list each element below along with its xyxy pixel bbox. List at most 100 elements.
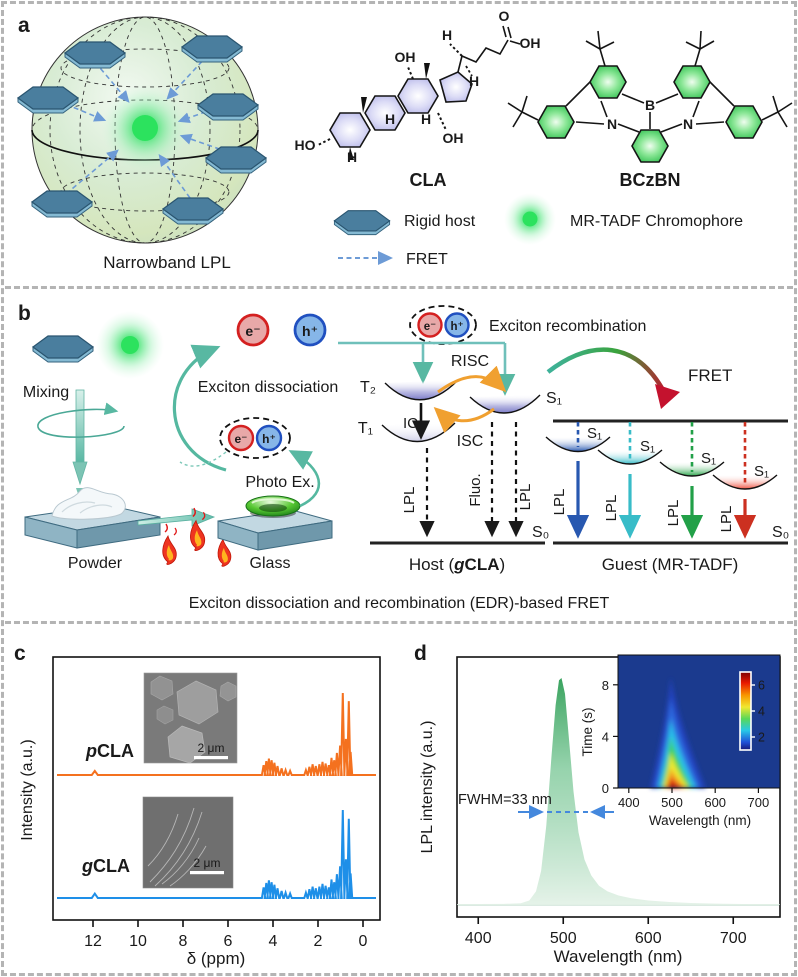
atom-label: H xyxy=(469,73,479,89)
stirring-rod-icon xyxy=(37,389,125,500)
panel-d: d LPL intensity (a.u.) Wavelength (nm) 4… xyxy=(414,642,781,966)
x-tick-label: 600 xyxy=(635,930,662,947)
heatmap-y-axis-label: Time (s) xyxy=(580,708,595,757)
lpl-decay-heatmap-inset: 400 500 600 700 0 4 8 Time (s) Wavelength (nm)… xyxy=(580,654,781,828)
fluo-label: Fluo. xyxy=(467,473,484,506)
fwhm-annotation: FWHM=33 nm xyxy=(458,792,552,808)
electron-label: e⁻ xyxy=(234,432,247,446)
panel-a-label: a xyxy=(18,14,30,37)
glass-slab-icon xyxy=(217,509,333,551)
s0-label: S₀ xyxy=(772,524,789,541)
powder-pile-icon xyxy=(51,487,126,520)
inset-x-tick-label: 500 xyxy=(661,795,683,810)
hexagon-host-icon xyxy=(162,197,224,225)
heatmap-layer xyxy=(668,782,681,788)
sem-inset-gcla: 2 μm xyxy=(142,796,234,889)
atom-label: O xyxy=(499,8,510,24)
x-tick-label: 12 xyxy=(84,933,102,950)
hole-label: h⁺ xyxy=(450,321,463,333)
panel-b-label: b xyxy=(18,302,31,325)
dissociated-pair: e⁻ h⁺ xyxy=(236,313,327,347)
hole-label: h⁺ xyxy=(262,432,276,446)
x-tick-label: 10 xyxy=(129,933,147,950)
ic-label: IC xyxy=(403,415,418,432)
lpl-x-axis-label: Wavelength (nm) xyxy=(554,947,683,966)
sample2-label: gCLA xyxy=(81,856,130,876)
colorbar-ticks: 2 4 6 xyxy=(751,679,765,745)
risc-arrow-icon xyxy=(437,365,507,394)
lpl-label: LPL xyxy=(665,500,682,527)
scalebar-label: 2 μm xyxy=(194,856,221,870)
hexagon-host-icon xyxy=(32,335,94,363)
lpl-label: LPL xyxy=(603,495,620,522)
inset-y-tick-label: 8 xyxy=(602,678,609,693)
panel-b: b Mixing Powder Glass e⁻ xyxy=(18,302,789,612)
heatmap-x-axis-label: Wavelength (nm) xyxy=(649,813,751,828)
s1-label: S₁ xyxy=(754,463,769,480)
x-tick-label: 700 xyxy=(720,930,747,947)
photoexcitation-arrow-icon xyxy=(288,450,321,508)
exciton-dissociation-label: Exciton dissociation xyxy=(198,379,339,396)
sem-inset-pcla: 2 μm xyxy=(143,672,238,764)
hole-icon xyxy=(444,312,470,338)
hexagon-host-icon xyxy=(17,86,79,114)
panel-b-caption: Exciton dissociation and recombination (… xyxy=(189,595,610,612)
nmr-plot-frame xyxy=(52,656,381,921)
s1-label: S₁ xyxy=(546,390,562,407)
atom-label: N xyxy=(607,116,617,132)
atom-label: HO xyxy=(295,137,316,153)
atom-label: OH xyxy=(395,49,416,65)
hole-icon xyxy=(255,424,283,452)
glass-disc-icon xyxy=(245,495,301,518)
sample1-label: pCLA xyxy=(85,741,134,761)
electron-icon xyxy=(227,424,255,452)
host-energy-diagram: T₂ T₁ S₁ IC RISC ISC LPL Fluo. LPL S₀ Ho… xyxy=(358,353,562,574)
lpl-label: LPL xyxy=(517,484,534,511)
chromophore-core-icon xyxy=(522,211,538,227)
legend-host-label: Rigid host xyxy=(404,213,476,230)
nmr-x-ticks: 12 10 8 6 4 2 0 xyxy=(84,920,368,950)
hexagon-host-icon xyxy=(205,146,267,174)
legend-fret-label: FRET xyxy=(406,251,448,268)
electron-label: e⁻ xyxy=(424,321,436,333)
hexagon-host-icon xyxy=(197,93,259,121)
powder-label: Powder xyxy=(68,555,123,572)
chromophore-core-icon xyxy=(121,336,139,354)
legend-chromophore-label: MR-TADF Chromophore xyxy=(570,213,743,230)
atom-label: H xyxy=(385,111,395,127)
heatmap-ticks: 400 500 600 700 0 4 8 xyxy=(602,678,769,810)
panel-separator-bc xyxy=(5,621,793,624)
isc-arrow-icon xyxy=(433,406,495,434)
guest-label: Guest (MR-TADF) xyxy=(602,555,739,574)
mol1-name: CLA xyxy=(410,170,447,190)
hexagon-host-icon xyxy=(333,210,391,236)
colorbar-tick-label: 6 xyxy=(758,679,765,693)
lpl-label: LPL xyxy=(551,489,568,516)
x-tick-label: 400 xyxy=(465,930,492,947)
nmr-trace-gcla xyxy=(57,809,376,899)
heatmap-area xyxy=(617,654,781,789)
panel-c-label: c xyxy=(14,642,26,665)
atom-label: N xyxy=(683,116,693,132)
fret-label: FRET xyxy=(688,366,732,385)
panel-d-label: d xyxy=(414,642,427,665)
recombined-pair: e⁻ h⁺ xyxy=(409,305,477,345)
nmr-trace-pcla xyxy=(57,692,376,776)
guest-energy-diagram: S₁ S₁ S₁ S₁ LPL LPL LPL LPL S₀ Guest (MR… xyxy=(545,419,789,574)
host-label: Host (gCLA) xyxy=(409,555,505,574)
mol2-name: BCzBN xyxy=(620,170,681,190)
atom-label: H xyxy=(442,27,452,43)
photo-ex-label: Photo Ex. xyxy=(245,474,314,491)
lpl-y-axis-label: LPL intensity (a.u.) xyxy=(419,721,436,854)
hexagon-host-icon xyxy=(181,35,243,63)
hole-icon xyxy=(293,313,327,347)
electron-icon xyxy=(236,313,270,347)
photoexcited-pair: e⁻ h⁺ xyxy=(219,417,291,459)
dissociation-arrow-icon xyxy=(172,344,227,472)
cla-structure xyxy=(317,25,521,160)
heatmap-flame xyxy=(650,677,706,788)
panel-c: c Intensity (a.u.) δ (ppm) 12 10 8 6 4 2 0 2 μ… xyxy=(14,642,381,968)
flame-icon xyxy=(162,523,178,566)
s0-label: S₀ xyxy=(532,524,549,541)
